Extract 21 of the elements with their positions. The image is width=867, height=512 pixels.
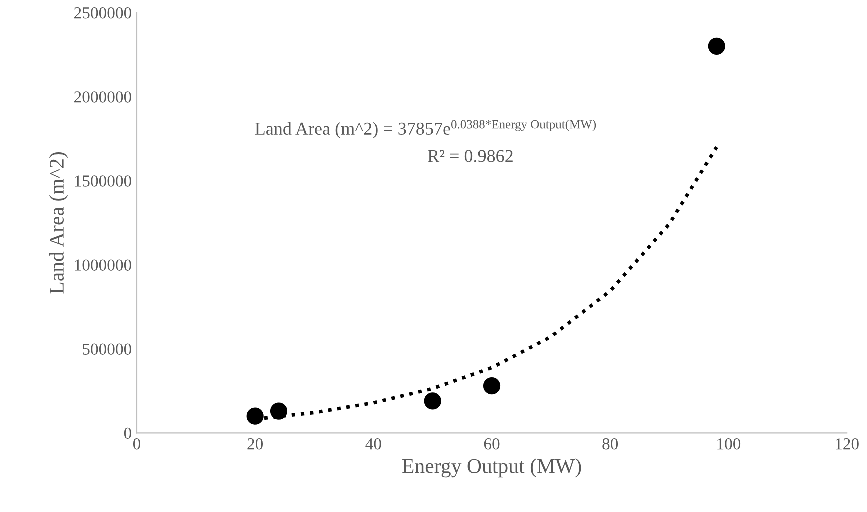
- x-tick-label: 80: [602, 438, 618, 450]
- x-tick-label: 0: [133, 438, 141, 450]
- point: [246, 408, 264, 425]
- y-tick-label: 500000: [83, 344, 132, 356]
- point: [483, 378, 501, 395]
- y-axis-title: Land Area (m^2): [49, 152, 68, 294]
- annotation: R² = 0.9862: [428, 150, 513, 162]
- x-tick-label: 20: [248, 438, 264, 450]
- x-tick-label: 40: [366, 438, 382, 450]
- y-tick-label: 0: [124, 428, 132, 440]
- x-tick-label: 60: [484, 438, 500, 450]
- x-tick-label: 120: [836, 438, 859, 450]
- y-tick-label: 1000000: [75, 260, 132, 271]
- point: [424, 392, 442, 410]
- y-tick-label: 2000000: [74, 92, 132, 103]
- y-tick-label: 2500000: [74, 8, 132, 19]
- x-axis-title: Energy Output (MW): [402, 458, 582, 478]
- y-tick-label: 1500000: [75, 176, 132, 187]
- point: [708, 38, 726, 55]
- point: [270, 402, 288, 420]
- x-tick-label: 100: [718, 438, 741, 450]
